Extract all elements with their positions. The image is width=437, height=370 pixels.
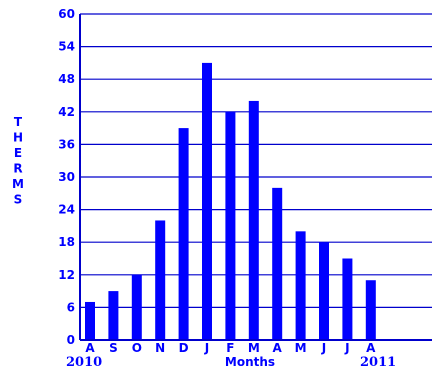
x-tick-label: A [273, 341, 283, 355]
x-tick-label: A [366, 341, 376, 355]
bar [108, 291, 119, 340]
y-tick-label: 30 [58, 170, 75, 184]
y-tick-labels: 0 6 12 18 24 30 36 42 48 54 60 [58, 7, 75, 347]
bar [342, 258, 353, 340]
y-tick-label: 36 [58, 137, 75, 151]
x-tick-label: D [179, 341, 189, 355]
y-axis-label-letter: S [14, 193, 23, 207]
x-tick-label: M [295, 341, 307, 355]
y-axis-label-letter: R [13, 162, 22, 176]
x-tick-label: J [344, 341, 349, 355]
y-axis-label-letter: E [14, 146, 22, 160]
y-tick-label: 60 [58, 7, 75, 21]
year-start-label: 2010 [66, 355, 102, 370]
x-tick-label: J [204, 341, 209, 355]
x-tick-label: N [155, 341, 165, 355]
x-tick-label: F [226, 341, 234, 355]
x-tick-label: A [85, 341, 95, 355]
x-tick-label: J [321, 341, 326, 355]
x-tick-label: S [109, 341, 118, 355]
x-tick-label: O [132, 341, 142, 355]
bar [365, 280, 376, 340]
axes [79, 14, 432, 341]
year-end-label: 2011 [360, 355, 396, 370]
bar [131, 274, 142, 340]
y-tick-label: 24 [58, 203, 75, 217]
bar [202, 62, 212, 341]
y-tick-label: 12 [58, 268, 75, 282]
bar [248, 100, 259, 340]
bar [155, 220, 166, 340]
y-tick-label: 54 [58, 40, 75, 54]
y-tick-label: 42 [58, 105, 75, 119]
y-axis-label-letter: H [13, 131, 23, 145]
y-axis-label-letter: T [14, 115, 23, 129]
y-tick-label: 18 [58, 235, 75, 249]
y-tick-label: 6 [67, 300, 75, 314]
x-axis-label: Months [225, 355, 275, 369]
y-axis-label-letter: M [12, 177, 24, 191]
bar [178, 128, 189, 340]
y-tick-label: 0 [67, 333, 75, 347]
bar [272, 187, 283, 340]
bars [85, 62, 376, 341]
x-tick-label: M [248, 341, 260, 355]
y-tick-label: 48 [58, 72, 75, 86]
bar [295, 231, 306, 340]
bar [319, 242, 329, 340]
bar [85, 301, 95, 340]
bar [225, 111, 236, 340]
